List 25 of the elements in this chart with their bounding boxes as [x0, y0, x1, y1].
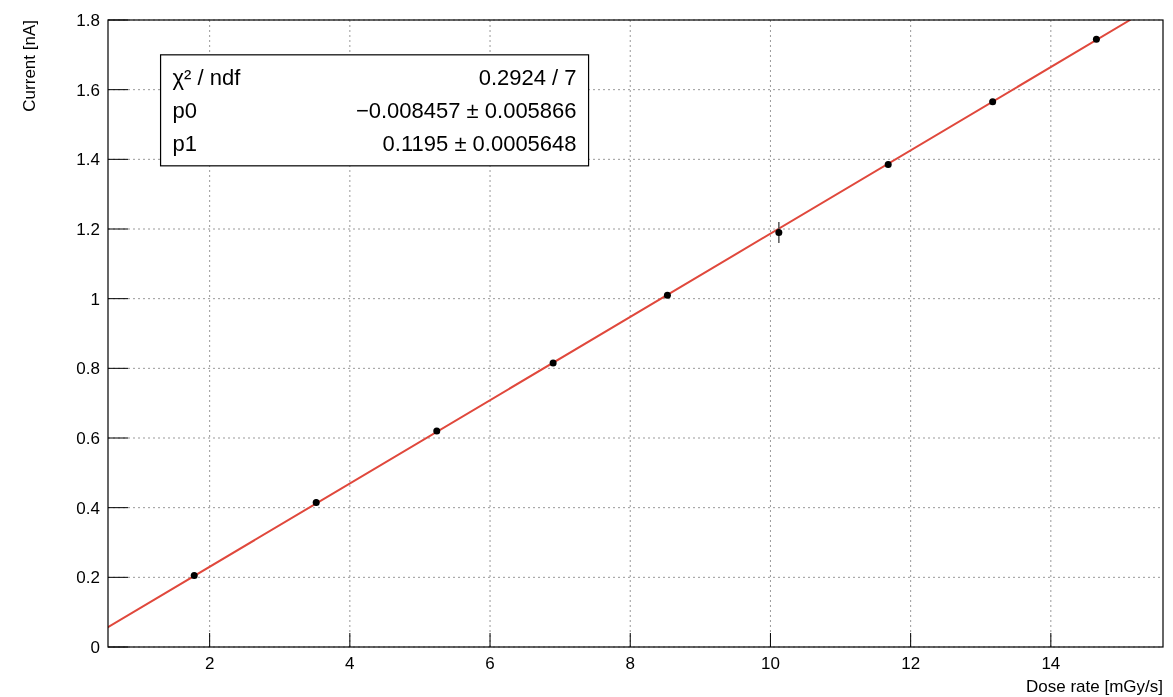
y-tick-label: 1.2	[76, 220, 100, 239]
y-tick-label: 1.4	[76, 150, 100, 170]
annotation: p0	[172, 97, 198, 123]
y-tick-label: 1.8	[76, 11, 100, 30]
annotation: p1	[172, 130, 198, 156]
y-tick-label: 1.6	[76, 80, 100, 100]
x-tick-label: 4	[345, 654, 355, 673]
annotation: 0.1195 ± 0.0005648	[382, 130, 577, 156]
y-tick-label: 0.4	[76, 498, 100, 518]
x-tick-label: 2	[204, 654, 215, 673]
y-tick-label: 0.8	[76, 359, 100, 379]
y-tick-label: 0.2	[76, 568, 100, 588]
y-tick-label: 0.6	[76, 429, 100, 448]
x-tick-label: 8	[625, 654, 635, 673]
annotation: −0.008457 ± 0.005866	[355, 97, 577, 123]
y-tick-label: 1	[90, 289, 100, 309]
y-tick-label: 0	[90, 638, 100, 657]
x-tick-label: 12	[901, 654, 921, 673]
x-tick-label: 6	[485, 654, 495, 673]
y-axis-title: Current [nA]	[20, 20, 39, 112]
x-tick-label: 10	[760, 654, 780, 673]
annotation: 0.2924 / 7	[478, 64, 577, 90]
x-axis-title: Dose rate [mGy/s]	[1026, 677, 1163, 696]
x-tick-label: 14	[1041, 654, 1061, 673]
annotation: χ² / ndf	[172, 64, 242, 90]
